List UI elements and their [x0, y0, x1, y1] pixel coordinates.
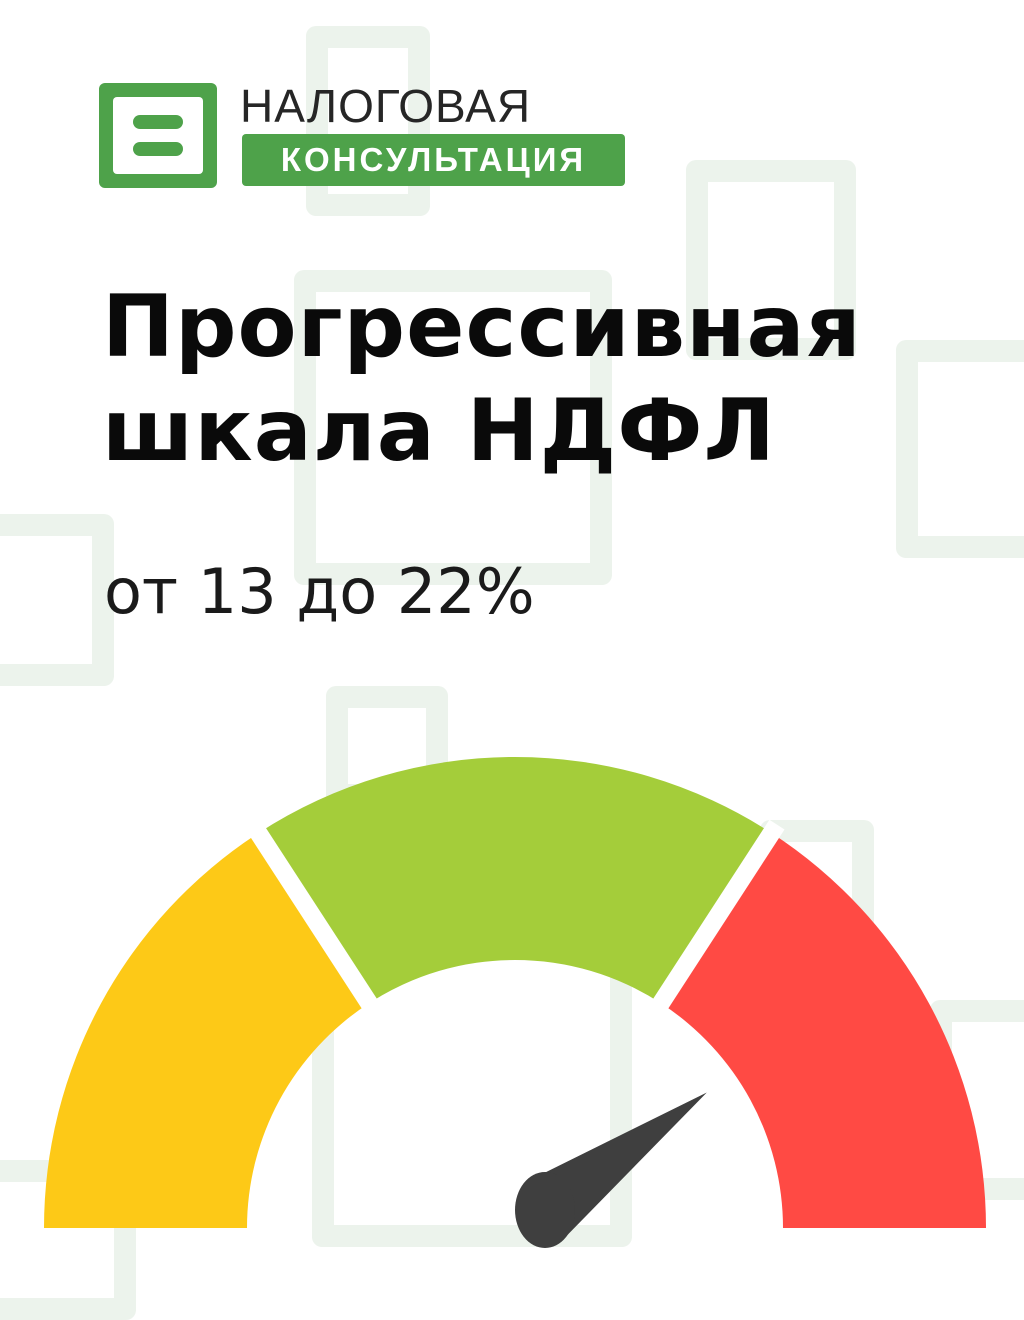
bg-square	[0, 514, 114, 686]
bg-square	[686, 160, 856, 360]
gauge-segment-low	[44, 832, 370, 1228]
bg-square	[294, 270, 612, 585]
gauge-segment-mid	[258, 757, 772, 1004]
logo-mark-icon	[99, 83, 217, 188]
gauge-segment-high	[660, 832, 986, 1228]
title-line1: Прогрессивная	[102, 277, 862, 377]
bg-square	[896, 340, 1024, 558]
title-line2: шкала НДФЛ	[102, 381, 776, 481]
subtitle: от 13 до 22%	[104, 555, 535, 628]
gauge-separator	[647, 819, 785, 1017]
gauge-needle	[515, 1092, 707, 1248]
page-title: Прогрессивная шкала НДФЛ	[102, 275, 862, 483]
logo-line2: КОНСУЛЬТАЦИЯ	[242, 134, 625, 186]
gauge-separator	[245, 819, 383, 1017]
logo-line1: НАЛОГОВАЯ	[240, 80, 532, 132]
gauge	[44, 757, 986, 1248]
